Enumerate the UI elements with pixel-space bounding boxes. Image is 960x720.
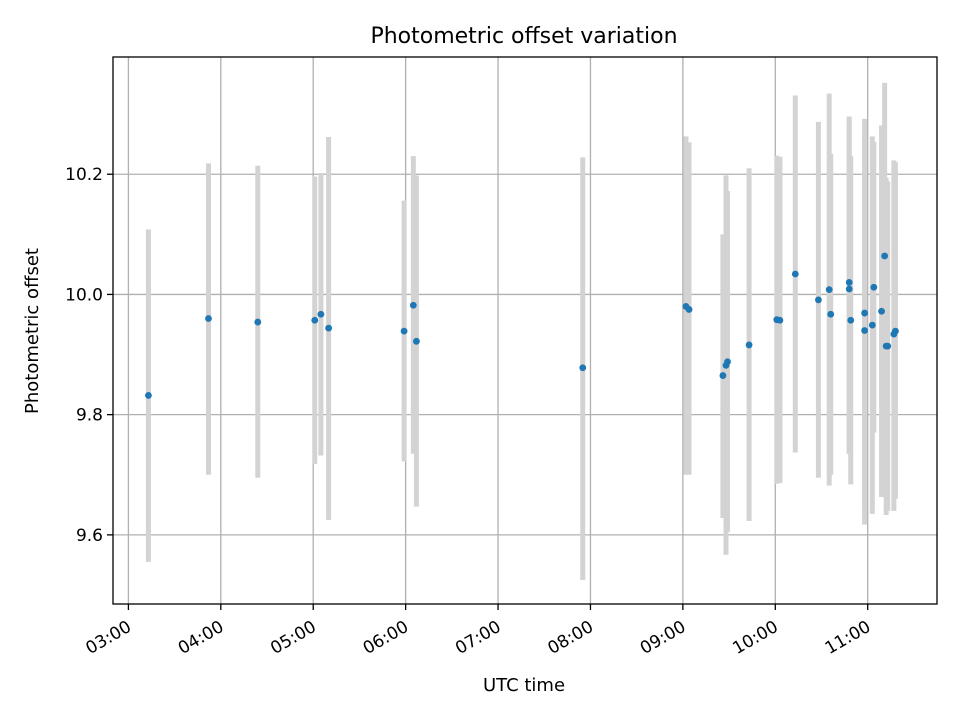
data-points xyxy=(145,252,899,399)
data-point xyxy=(791,270,799,278)
x-axis: 03:00 04:00 05:00 06:00 07:00 08:00 09:00 10:00… xyxy=(82,604,874,659)
data-point xyxy=(145,392,152,399)
y-axis-label: Photometric offset xyxy=(22,248,43,414)
data-point xyxy=(745,341,753,349)
error-bars xyxy=(145,82,898,580)
data-point xyxy=(884,342,892,350)
data-point xyxy=(205,315,212,322)
x-tick-label: 11:00 xyxy=(822,617,874,659)
data-point xyxy=(254,318,262,326)
x-tick-label: 10:00 xyxy=(729,617,781,659)
y-tick-label: 10.0 xyxy=(65,285,103,305)
data-point xyxy=(878,307,885,315)
y-tick-label: 9.8 xyxy=(76,406,103,426)
data-point xyxy=(311,316,319,324)
data-point xyxy=(861,327,869,334)
x-tick-label: 07:00 xyxy=(452,617,504,659)
data-point xyxy=(827,310,835,318)
plot-frame xyxy=(112,56,938,605)
data-point xyxy=(892,327,899,335)
data-point xyxy=(719,372,727,379)
data-point xyxy=(685,306,693,313)
data-point xyxy=(847,316,855,324)
data-point xyxy=(881,252,889,260)
data-point xyxy=(870,283,878,291)
x-axis-label: UTC time xyxy=(483,675,565,696)
y-tick-label: 9.6 xyxy=(76,526,103,546)
data-point xyxy=(868,321,876,329)
data-point xyxy=(325,324,333,332)
data-point xyxy=(724,358,731,366)
y-axis: 9.6 9.8 10.0 10.2 xyxy=(65,165,113,546)
x-tick-label: 08:00 xyxy=(545,617,597,659)
chart-title: Photometric offset variation xyxy=(370,24,677,49)
data-point xyxy=(413,337,420,345)
x-tick-label: 06:00 xyxy=(360,617,412,659)
x-tick-label: 04:00 xyxy=(175,617,227,659)
data-point xyxy=(861,309,869,317)
data-point xyxy=(400,327,408,335)
data-point xyxy=(579,364,587,372)
data-point xyxy=(776,316,784,324)
data-point xyxy=(845,279,853,286)
x-tick-label: 09:00 xyxy=(637,617,689,659)
data-point xyxy=(845,285,853,293)
data-point xyxy=(317,310,325,318)
x-tick-label: 03:00 xyxy=(82,617,134,659)
x-tick-label: 05:00 xyxy=(267,617,319,659)
y-tick-label: 10.2 xyxy=(65,165,103,185)
grid-lines xyxy=(113,57,937,604)
data-point xyxy=(815,296,822,304)
data-point xyxy=(825,286,833,294)
data-point xyxy=(409,301,417,309)
